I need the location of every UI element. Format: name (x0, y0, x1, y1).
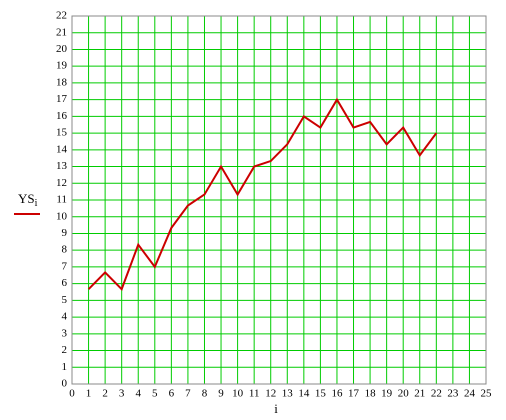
y-tick-label: 7 (62, 260, 68, 272)
x-tick-label: 23 (447, 388, 459, 400)
y-tick-label: 5 (62, 294, 68, 306)
y-tick-label: 19 (56, 60, 68, 72)
legend-subscript: i (35, 198, 38, 209)
x-tick-label: 19 (381, 388, 393, 400)
x-tick-label: 5 (152, 388, 158, 400)
y-tick-label: 9 (62, 227, 68, 239)
y-tick-label: 14 (56, 143, 68, 155)
y-tick-label: 6 (62, 277, 68, 289)
data-line (87, 97, 438, 291)
y-tick-label: 0 (62, 378, 68, 390)
x-tick-label: 18 (365, 388, 377, 400)
x-tick-label: 22 (431, 388, 442, 400)
y-tick-label: 17 (56, 93, 68, 105)
x-tick-label: 10 (232, 388, 244, 400)
x-tick-label: 15 (315, 388, 327, 400)
y-tick-label: 15 (56, 127, 68, 139)
y-tick-label: 20 (56, 43, 68, 55)
y-tick-label: 1 (62, 361, 68, 373)
x-tick-label: 20 (398, 388, 410, 400)
legend-name: YS (18, 191, 35, 206)
y-tick-label: 12 (56, 177, 67, 189)
x-tick-label: 6 (169, 388, 175, 400)
x-tick-label: 16 (331, 388, 343, 400)
x-tick-label: 25 (481, 388, 493, 400)
y-tick-label: 4 (62, 311, 68, 323)
x-tick-label: 9 (218, 388, 224, 400)
y-tick-label: 11 (56, 194, 67, 206)
x-tick-label: 2 (102, 388, 108, 400)
plot-frame (71, 15, 487, 385)
y-tick-label: 2 (62, 344, 68, 356)
x-tick-label: 12 (265, 388, 276, 400)
x-axis-label: i (274, 401, 278, 416)
x-tick-label: 0 (69, 388, 75, 400)
x-tick-label: 13 (282, 388, 294, 400)
x-tick-label: 14 (298, 388, 310, 400)
x-tick-label: 17 (348, 388, 360, 400)
x-tick-label: 3 (119, 388, 125, 400)
x-tick-label: 8 (202, 388, 208, 400)
x-tick-label: 11 (249, 388, 260, 400)
y-tick-label: 21 (56, 26, 67, 38)
y-tick-label: 13 (56, 160, 68, 172)
x-tick-label: 7 (185, 388, 191, 400)
y-tick-label: 16 (56, 110, 68, 122)
legend-label: YSi (18, 191, 38, 209)
x-tick-label: 24 (464, 388, 476, 400)
y-tick-label: 3 (62, 327, 68, 339)
x-tick-label: 1 (86, 388, 92, 400)
y-tick-label: 10 (56, 210, 68, 222)
y-tick-label: 8 (62, 244, 68, 256)
x-tick-label: 21 (414, 388, 425, 400)
y-tick-label: 18 (56, 76, 68, 88)
x-tick-label: 4 (135, 388, 141, 400)
y-tick-label: 22 (56, 10, 67, 22)
